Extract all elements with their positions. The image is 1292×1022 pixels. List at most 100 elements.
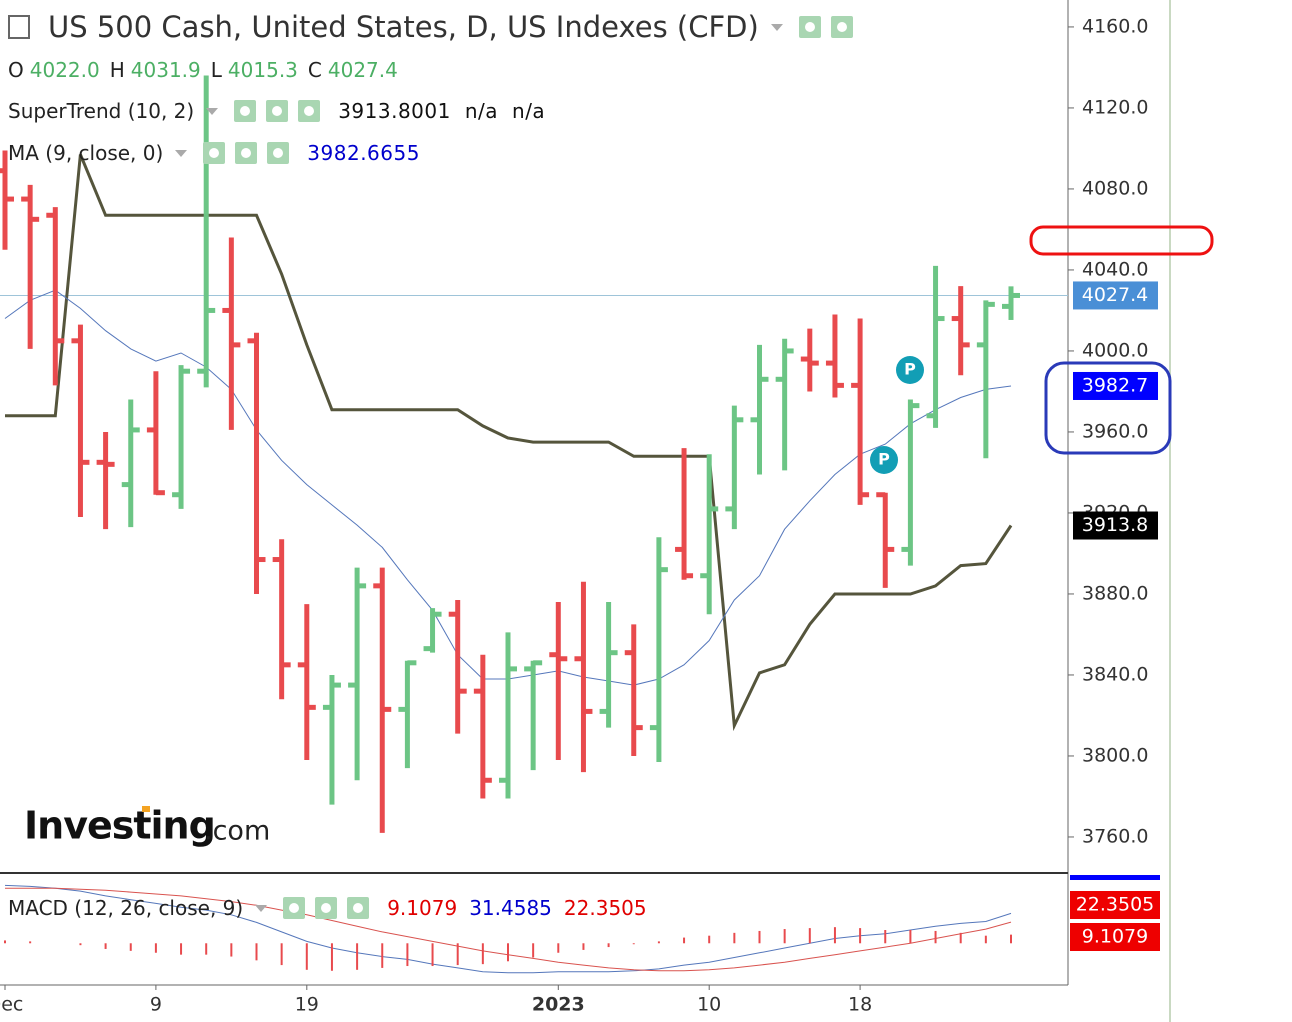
x-tick-label: 19: [295, 994, 319, 1016]
ohlc-bar: [976, 300, 995, 459]
eye-icon[interactable]: [283, 897, 306, 919]
ohlc-bar: [574, 581, 593, 773]
indicator-line: [5, 153, 1013, 732]
dropdown[interactable]: [255, 904, 268, 912]
readout-value: 4031.9: [130, 58, 201, 82]
close-icon[interactable]: [298, 100, 321, 122]
macd-readout: 9.1079 31.4585 22.3505: [387, 896, 658, 920]
ohlc-bar: [96, 431, 115, 530]
eye-icon[interactable]: [798, 16, 821, 38]
readout-value: 4022.0: [29, 58, 100, 82]
settings-icon[interactable]: [235, 142, 258, 164]
price-label-box: [1070, 923, 1160, 951]
ohlc-bar: [121, 399, 140, 528]
macd-row: MACD (12, 26, close, 9) 9.1079 31.4585 22.…: [8, 896, 659, 920]
y-tick-label: 4000.0: [1082, 339, 1148, 361]
y-tick-label: 4080.0: [1082, 177, 1148, 199]
x-tick-label: 18: [848, 994, 872, 1016]
macd-price-label: 9.1079: [1070, 923, 1160, 951]
ohlc-bar: [197, 75, 216, 388]
chart-title: US 500 Cash, United States, D, US Indexe…: [48, 10, 759, 44]
close-icon[interactable]: [347, 897, 370, 919]
macd-line: [4, 884, 1012, 974]
macd-price-label: 22.3505: [1070, 891, 1160, 919]
marker-badge: [896, 356, 924, 384]
readout-value: 4027.4: [327, 58, 398, 82]
macd-price-label: 31.4585: [1070, 855, 1160, 880]
logo-name: Investing: [24, 804, 215, 848]
macd-title: MACD (12, 26, close, 9): [8, 896, 244, 920]
ohlc-bar: [247, 332, 266, 594]
ohlc-bar: [373, 567, 392, 833]
ohlc-bar: [348, 567, 367, 781]
ohlc-bar: [851, 318, 870, 505]
ohlc-bar: [901, 399, 920, 566]
ma-row: MA (9, close, 0) 3982.6655: [8, 141, 434, 165]
readout-value: 3982.6655: [307, 141, 420, 165]
indicator-readout: 3913.8001 n/a n/a: [338, 99, 559, 123]
ohlc-bar: [46, 207, 65, 386]
ohlc-bar: [700, 454, 719, 615]
price-label-text: 3982.7: [1082, 374, 1148, 396]
price-label-box: [1070, 891, 1160, 919]
eye-icon[interactable]: [203, 142, 226, 164]
readout-value: 31.4585: [469, 896, 552, 920]
price-label-text: 9.1079: [1082, 926, 1148, 948]
marker-label: P: [878, 450, 890, 469]
ohlc-bar: [448, 600, 467, 734]
readout-value: 9.1079: [387, 896, 458, 920]
readout-value: 3913.8001: [338, 99, 451, 123]
ohlc-bar: [297, 604, 316, 761]
indicator-readout: 3982.6655: [307, 141, 434, 165]
logo-suffix: .com: [204, 816, 270, 847]
ohlc-bar: [775, 338, 794, 471]
dropdown[interactable]: [770, 23, 783, 31]
settings-icon[interactable]: [315, 897, 338, 919]
dropdown[interactable]: [206, 107, 219, 115]
ohlc-bar: [951, 286, 970, 376]
readout-value: n/a: [512, 99, 546, 123]
logo: Investing .com: [24, 804, 270, 848]
ohlc-bar: [398, 660, 417, 769]
markers: P P: [870, 356, 924, 474]
y-tick-label: 4040.0: [1082, 258, 1148, 280]
eye-icon[interactable]: [234, 100, 257, 122]
ohlc-bar: [473, 654, 492, 799]
ohlc-bar: [649, 537, 668, 763]
logo-dot: [142, 806, 150, 812]
ohlc-bar: [322, 674, 341, 805]
settings-icon[interactable]: [830, 16, 853, 38]
x-tick-label: 9: [150, 994, 162, 1016]
ohlc-bar: [549, 602, 568, 761]
indicator-name: MA (9, close, 0): [8, 141, 164, 165]
x-tick-label: 10: [697, 994, 721, 1016]
ohlc-bar: [675, 448, 694, 580]
settings-icon[interactable]: [266, 100, 289, 122]
y-tick-label: 3960.0: [1082, 420, 1148, 442]
ohlc-bar: [926, 265, 945, 428]
marker-label: P: [904, 360, 916, 379]
y-tick-label: 3800.0: [1082, 744, 1148, 766]
indicator-name: SuperTrend (10, 2): [8, 99, 195, 123]
supertrend-row: SuperTrend (10, 2) 3913.8001 n/a n/a: [8, 99, 559, 123]
price-label-text: 31.4585: [1076, 855, 1155, 877]
ohlc-bar: [0, 150, 14, 250]
readout-label: C: [307, 58, 322, 82]
ohlc-bar: [800, 328, 819, 392]
y-tick-label: 3840.0: [1082, 663, 1148, 685]
symbol-icon: [8, 15, 30, 39]
x-tick-label: Dec: [0, 994, 23, 1016]
price-label-text: 3913.8: [1082, 514, 1148, 536]
ohlc-bar: [725, 405, 744, 530]
dropdown[interactable]: [175, 149, 188, 157]
ohlc-bar: [272, 539, 291, 700]
close-icon[interactable]: [267, 142, 290, 164]
ohlc-bar: [222, 237, 241, 430]
ohlc-bar: [71, 324, 90, 518]
ohlc-bar: [423, 608, 442, 653]
readout-value: 4015.3: [227, 58, 298, 82]
ohlc-bar: [146, 371, 165, 496]
readout-label: O: [8, 58, 24, 82]
marker-badge: [870, 446, 898, 474]
